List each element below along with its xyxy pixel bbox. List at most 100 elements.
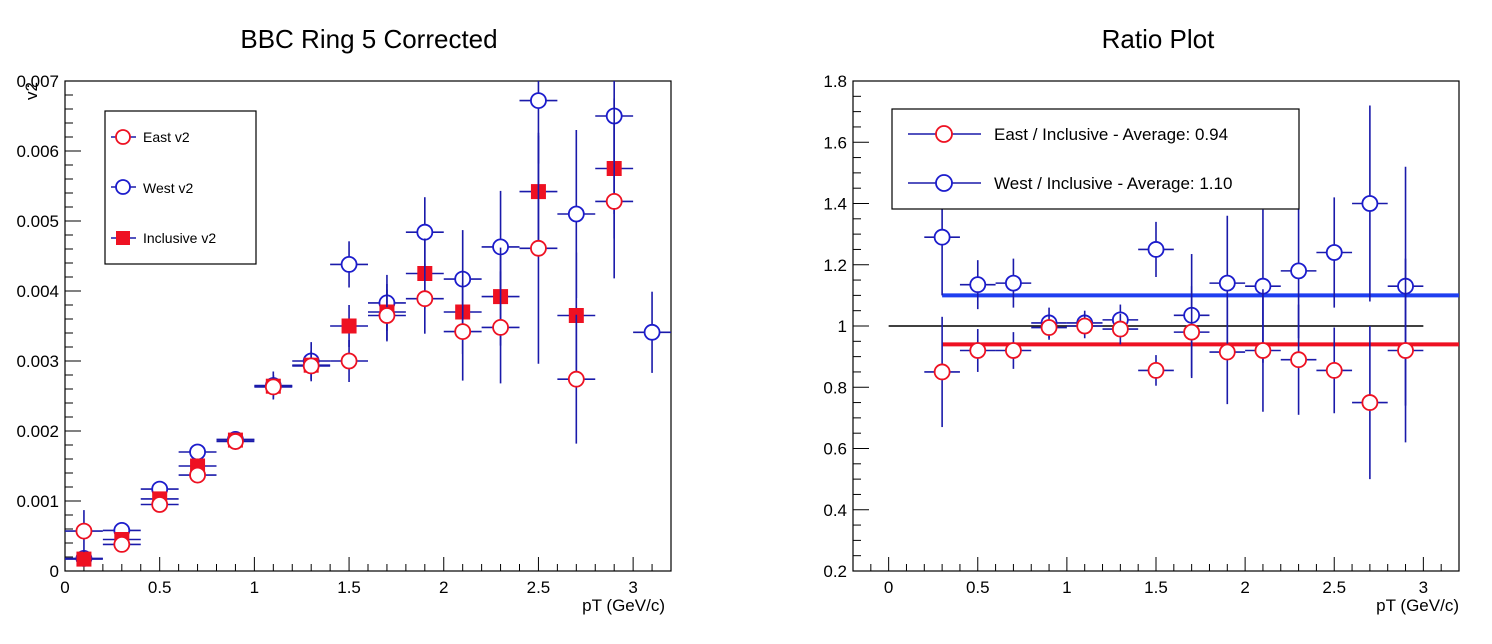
- data-point: [1254, 342, 1272, 359]
- data-point: [1040, 319, 1058, 336]
- data-point: [189, 466, 206, 484]
- y-tick-label: 0.004: [16, 282, 59, 301]
- y-tick-label: 0.6: [823, 440, 847, 459]
- legend-marker-east: [115, 129, 131, 145]
- y-tick-label: 1.4: [823, 195, 847, 214]
- data-point: [340, 352, 358, 370]
- legend-entry-west-ratio: West / Inclusive - Average: 1.10: [994, 174, 1232, 193]
- data-point: [1005, 342, 1022, 359]
- x-tick-label: 0.5: [148, 578, 172, 597]
- y-tick-label: 1: [838, 317, 847, 336]
- data-point: [1361, 195, 1379, 212]
- data-point: [492, 318, 509, 336]
- x-tick-label: 0: [60, 578, 69, 597]
- x-tick-label: 1.5: [337, 578, 361, 597]
- y-tick-label: 0.002: [16, 422, 59, 441]
- y-tick-label: 0.003: [16, 352, 59, 371]
- data-point: [378, 307, 396, 324]
- x-tick-label: 3: [1419, 578, 1428, 597]
- x-tick-label: 0: [884, 578, 893, 597]
- chart-title: BBC Ring 5 Corrected: [240, 24, 497, 54]
- v2-panel: BBC Ring 5 Corrected v2 pT (GeV/c) 0 0.5 1…: [16, 24, 672, 615]
- legend-entry-east-ratio: East / Inclusive - Average: 0.94: [994, 125, 1228, 144]
- data-marks: [65, 81, 671, 567]
- y-tick-label: 1.8: [823, 72, 847, 91]
- data-point: [1147, 362, 1165, 379]
- data-point: [1076, 317, 1094, 335]
- y-tick-label: 0.4: [823, 501, 847, 520]
- x-tick-label: 1: [250, 578, 259, 597]
- axis-ticks: [64, 80, 672, 572]
- data-point: [567, 370, 585, 388]
- x-tick-label: 2: [439, 578, 448, 597]
- y-tick-label: 0.007: [16, 72, 59, 91]
- data-point: [643, 323, 661, 341]
- y-tick-label: 0.006: [16, 142, 59, 161]
- series-east-v2: [65, 124, 634, 553]
- data-point: [1397, 342, 1414, 359]
- data-point: [969, 276, 987, 294]
- axis-ticks: [852, 80, 1460, 572]
- data-point: [454, 323, 472, 341]
- data-point: [416, 290, 434, 308]
- data-point: [1218, 274, 1236, 292]
- data-point: [340, 255, 358, 273]
- x-tick-label: 2: [1240, 578, 1249, 597]
- ratio-panel: Ratio Plot pT (GeV/c) 0 0.5 1 1.5 2 2.5 3 0.2 0.…: [823, 24, 1460, 615]
- legend-marker-east-ratio: [935, 125, 953, 143]
- data-point: [605, 192, 623, 210]
- reference-lines: [888, 293, 1459, 347]
- legend-marker-west: [115, 179, 131, 195]
- y-tick-label: 1.6: [823, 133, 847, 152]
- data-point: [416, 223, 434, 241]
- data-point: [76, 551, 92, 567]
- series-east-inclusive-average-0-94: [924, 258, 1424, 480]
- data-point: [227, 433, 244, 450]
- data-point: [969, 342, 987, 359]
- data-point: [1147, 241, 1165, 258]
- x-tick-label: 2.5: [1322, 578, 1346, 597]
- y-tick-label: 0.005: [16, 212, 59, 231]
- data-point: [341, 318, 357, 334]
- x-axis-label: pT (GeV/c): [582, 596, 665, 615]
- y-tick-label: 0.2: [823, 562, 847, 581]
- data-point: [1361, 394, 1379, 411]
- legend-box: [891, 108, 1300, 210]
- data-point: [189, 443, 206, 461]
- legend-entry-inclusive: Inclusive v2: [143, 230, 216, 246]
- data-point: [302, 357, 320, 375]
- legend-marker-inclusive: [116, 231, 130, 245]
- data-point: [1218, 343, 1236, 361]
- data-point: [933, 363, 951, 381]
- x-tick-label: 2.5: [527, 578, 551, 597]
- y-tick-label: 0.8: [823, 378, 847, 397]
- y-axis-label: v2: [22, 82, 41, 100]
- data-point: [1290, 262, 1307, 280]
- data-point: [113, 536, 131, 553]
- legend: East v2 West v2 Inclusive v2: [104, 110, 257, 265]
- legend: East / Inclusive - Average: 0.94 West / …: [891, 108, 1300, 210]
- data-point: [530, 239, 547, 257]
- y-tick-label: 0.001: [16, 492, 59, 511]
- data-point: [933, 228, 951, 246]
- data-point: [530, 92, 547, 109]
- x-tick-label: 1: [1062, 578, 1071, 597]
- legend-marker-west-ratio: [935, 174, 953, 192]
- data-point: [1111, 320, 1129, 338]
- data-point: [75, 522, 93, 540]
- x-tick-label: 0.5: [966, 578, 990, 597]
- data-point: [151, 496, 169, 513]
- data-point: [1290, 351, 1307, 369]
- x-tick-label: 3: [628, 578, 637, 597]
- y-tick-label: 0: [50, 562, 59, 581]
- data-point: [1005, 274, 1022, 292]
- data-point: [1325, 244, 1343, 261]
- data-point: [567, 205, 585, 223]
- legend-entry-west: West v2: [143, 180, 194, 196]
- axis-tick-labels: 0 0.5 1 1.5 2 2.5 3 0 0.001 0.002 0.003 0.004 0.005 0…: [16, 72, 637, 597]
- data-marks: [924, 105, 1424, 480]
- data-point: [1325, 362, 1343, 379]
- x-axis-label: pT (GeV/c): [1376, 596, 1459, 615]
- chart-title: Ratio Plot: [1102, 24, 1215, 54]
